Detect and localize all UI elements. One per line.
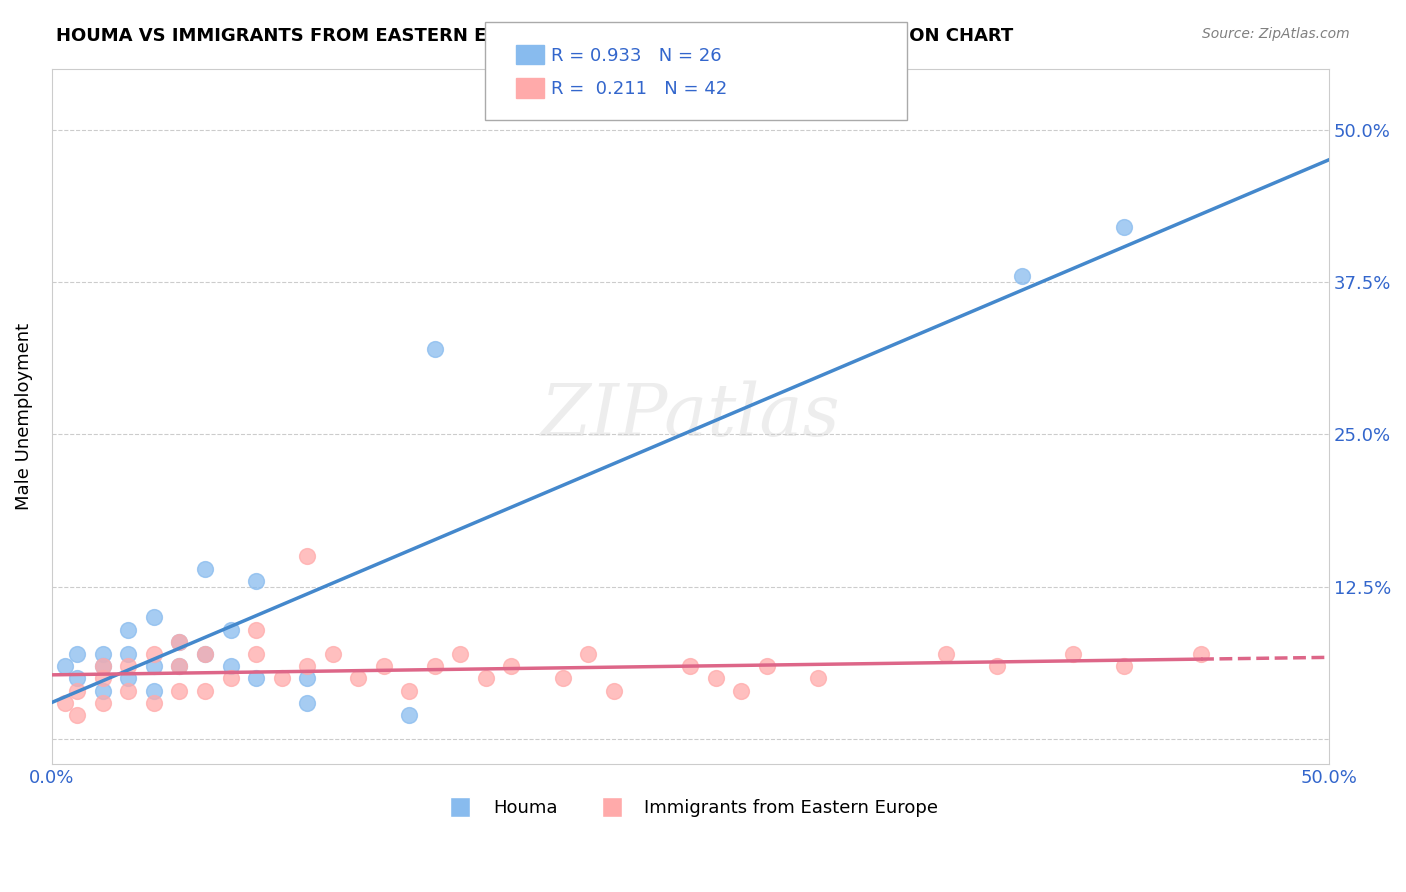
Point (373, 659, 395, 673)
Point (245, 647, 267, 661)
Point (219, 623, 242, 637)
Point (117, 647, 139, 661)
Point (91, 659, 114, 673)
Point (245, 574, 267, 588)
Point (935, 647, 957, 661)
Point (322, 647, 344, 661)
Point (730, 683, 752, 698)
Point (679, 659, 702, 673)
Point (245, 672, 267, 686)
Point (169, 659, 191, 673)
Legend: Houma, Immigrants from Eastern Europe: Houma, Immigrants from Eastern Europe (436, 792, 945, 824)
Point (704, 672, 727, 686)
Point (475, 672, 498, 686)
Point (576, 647, 599, 661)
Text: Source: ZipAtlas.com: Source: ZipAtlas.com (1202, 27, 1350, 41)
Point (53, 659, 76, 673)
Point (755, 659, 778, 673)
Point (169, 635, 191, 649)
Text: HOUMA VS IMMIGRANTS FROM EASTERN EUROPE MALE UNEMPLOYMENT CORRELATION CHART: HOUMA VS IMMIGRANTS FROM EASTERN EUROPE … (56, 27, 1014, 45)
Point (347, 672, 370, 686)
Point (245, 623, 267, 637)
Point (142, 696, 165, 710)
Point (169, 683, 191, 698)
Point (66, 708, 89, 723)
Point (53, 696, 76, 710)
Point (117, 659, 139, 673)
Point (117, 683, 139, 698)
Point (194, 647, 217, 661)
Point (398, 708, 420, 723)
Point (295, 672, 318, 686)
Point (986, 659, 1008, 673)
Text: ZIPatlas: ZIPatlas (540, 381, 839, 451)
Point (66, 672, 89, 686)
Point (807, 672, 830, 686)
Point (142, 610, 165, 624)
Point (602, 683, 624, 698)
Point (117, 672, 139, 686)
Point (551, 672, 574, 686)
Point (295, 549, 318, 564)
Point (219, 659, 242, 673)
Text: R =  0.211   N = 42: R = 0.211 N = 42 (551, 80, 727, 98)
Point (423, 659, 446, 673)
Point (91, 696, 114, 710)
Point (295, 659, 318, 673)
Point (194, 647, 217, 661)
Point (169, 659, 191, 673)
Point (66, 647, 89, 661)
Point (1114, 659, 1136, 673)
Text: R = 0.933   N = 26: R = 0.933 N = 26 (551, 47, 721, 65)
Point (142, 659, 165, 673)
Point (295, 696, 318, 710)
Point (142, 647, 165, 661)
Point (270, 672, 292, 686)
Point (423, 342, 446, 356)
Point (91, 683, 114, 698)
Point (66, 683, 89, 698)
Point (1062, 647, 1084, 661)
Point (501, 659, 523, 673)
Point (1114, 220, 1136, 235)
Point (91, 659, 114, 673)
Point (194, 683, 217, 698)
Point (219, 672, 242, 686)
Point (117, 623, 139, 637)
Y-axis label: Male Unemployment: Male Unemployment (15, 323, 32, 509)
Point (169, 635, 191, 649)
Point (1189, 647, 1212, 661)
Point (1011, 268, 1033, 283)
Point (91, 672, 114, 686)
Point (449, 647, 471, 661)
Point (194, 562, 217, 576)
Point (91, 647, 114, 661)
Point (398, 683, 420, 698)
Point (142, 683, 165, 698)
